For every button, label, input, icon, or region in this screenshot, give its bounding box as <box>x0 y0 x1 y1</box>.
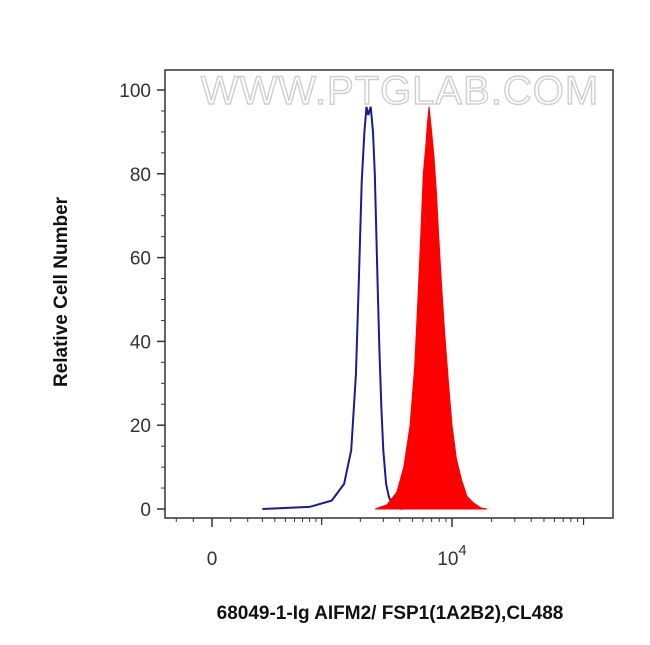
plot-marks <box>262 106 488 510</box>
x-axis: 0 104 <box>175 518 585 570</box>
y-tick-label: 40 <box>130 332 151 353</box>
filled-histogram-series <box>375 106 488 510</box>
watermark-text: WWW.PTGLAB.COM <box>201 69 599 113</box>
y-axis: 0 20 40 60 80 100 <box>119 81 165 521</box>
y-axis-label: Relative Cell Number <box>51 196 72 388</box>
y-tick-label: 100 <box>119 81 151 102</box>
x-axis-label: 68049-1-Ig AIFM2/ FSP1(1A2B2),CL488 <box>216 603 564 624</box>
plot-frame <box>164 69 614 519</box>
x-tick-exponent: 4 <box>458 542 466 559</box>
y-tick-label: 80 <box>130 165 151 186</box>
outline-histogram-series <box>262 106 403 510</box>
y-tick-label: 20 <box>130 416 151 437</box>
y-tick-label: 0 <box>140 500 151 521</box>
x-tick-label: 0 <box>207 549 218 570</box>
x-tick-label: 104 <box>437 542 466 570</box>
y-tick-label: 60 <box>130 249 151 270</box>
